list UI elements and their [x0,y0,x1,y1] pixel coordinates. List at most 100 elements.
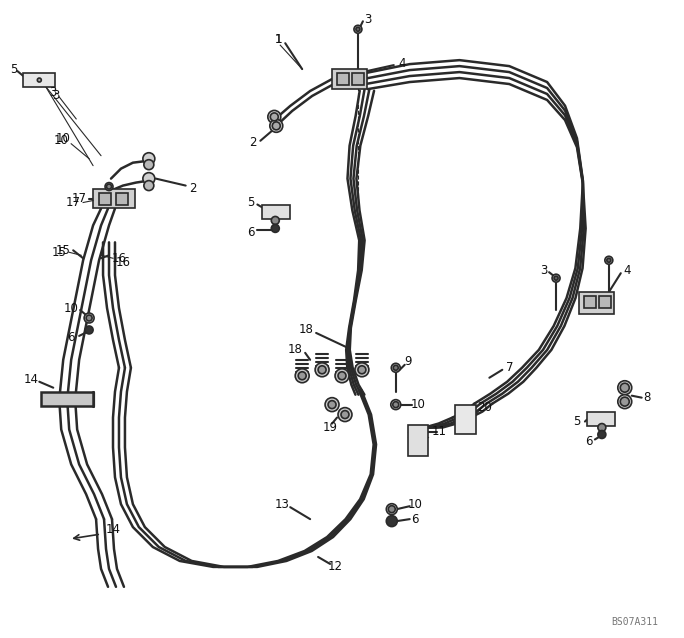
Bar [263,205,290,219]
Circle shape [620,383,629,392]
Bar [587,412,615,426]
Text: 6: 6 [586,435,592,448]
Text: 16: 16 [116,256,131,269]
Text: 10: 10 [56,132,70,145]
Bar [93,189,135,209]
Text: 13: 13 [275,498,290,510]
Circle shape [389,506,395,513]
Bar [41,392,93,406]
Bar [599,296,611,308]
Bar [116,193,128,205]
Text: 6: 6 [247,226,254,239]
Circle shape [328,401,336,408]
Text: 10: 10 [407,498,422,510]
Text: 19: 19 [323,421,337,434]
Circle shape [338,372,346,380]
Text: 17: 17 [72,192,87,205]
Bar [584,296,596,308]
Circle shape [554,276,558,280]
Text: 18: 18 [288,343,302,357]
Circle shape [144,160,154,170]
Circle shape [618,381,632,395]
Bar [454,404,477,434]
Circle shape [393,402,399,408]
Text: 2: 2 [249,137,256,149]
Text: 2: 2 [189,182,196,195]
Text: 12: 12 [328,560,343,574]
Text: 6: 6 [68,331,75,345]
Circle shape [272,225,279,232]
Text: 10: 10 [410,398,425,411]
Bar [99,193,111,205]
Text: 8: 8 [643,391,650,404]
Bar [332,69,367,89]
Text: 20: 20 [477,401,492,414]
Circle shape [270,113,278,121]
Circle shape [86,315,92,321]
Text: 3: 3 [540,263,548,277]
Circle shape [620,397,629,406]
Circle shape [144,181,154,191]
Circle shape [105,182,113,191]
Text: 4: 4 [623,263,631,277]
Text: 3: 3 [53,89,60,103]
Circle shape [356,27,360,31]
Text: 1: 1 [274,33,282,46]
Circle shape [338,408,352,422]
Text: 11: 11 [432,425,447,438]
Circle shape [391,363,400,372]
Circle shape [38,78,41,82]
Circle shape [315,363,329,377]
Circle shape [607,258,611,262]
Circle shape [552,274,560,282]
Circle shape [85,326,93,334]
Circle shape [272,216,279,225]
Circle shape [341,411,349,419]
Circle shape [393,366,398,370]
Text: 1: 1 [274,33,282,46]
Circle shape [107,184,111,189]
Text: 10: 10 [54,134,68,147]
Circle shape [391,399,401,410]
Bar [579,292,614,314]
Text: 14: 14 [105,523,120,535]
Circle shape [355,363,369,377]
Text: 16: 16 [111,252,127,265]
Circle shape [335,369,349,383]
Text: 9: 9 [404,355,412,368]
Text: 3: 3 [364,13,371,26]
Circle shape [318,366,326,374]
Circle shape [143,173,155,184]
Text: 17: 17 [66,196,81,209]
Bar [337,73,349,85]
Text: 6: 6 [411,512,419,526]
Text: 10: 10 [64,302,79,315]
Circle shape [325,397,339,412]
Bar [23,73,55,87]
Circle shape [358,366,366,374]
Circle shape [598,424,606,431]
Circle shape [143,152,155,165]
Circle shape [84,313,94,323]
Text: 14: 14 [24,373,39,386]
Circle shape [269,119,282,132]
Circle shape [386,503,397,515]
Circle shape [618,395,632,408]
Text: 7: 7 [505,361,513,375]
Circle shape [272,122,280,130]
Bar [408,424,428,456]
Text: 18: 18 [299,323,313,336]
Text: BS07A311: BS07A311 [611,617,659,627]
Circle shape [268,110,280,123]
Circle shape [605,256,613,264]
Circle shape [298,372,306,380]
Text: 15: 15 [52,246,66,259]
Text: 4: 4 [398,57,406,70]
Bar [352,73,364,85]
Text: 5: 5 [573,415,581,428]
Circle shape [386,516,397,526]
Circle shape [354,26,362,33]
Text: 5: 5 [247,196,254,209]
Circle shape [295,369,309,383]
Text: 15: 15 [56,244,70,257]
